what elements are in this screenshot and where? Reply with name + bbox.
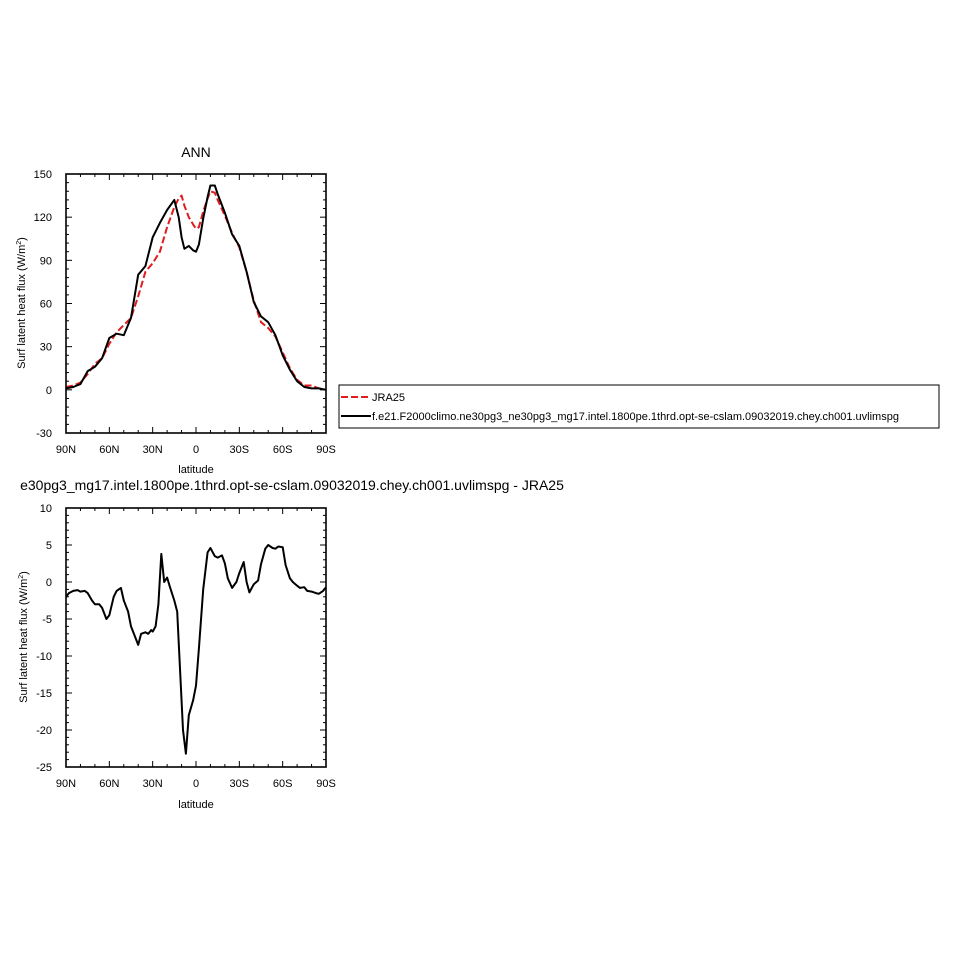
top-y-tick-label: 60 (40, 299, 52, 311)
bottom-x-tick-label: 90S (316, 778, 336, 790)
top-x-tick-label: 30S (230, 444, 250, 456)
panel-top: ANN 90N 60N 30N 0 30S 60S 90S-300306090120150 … (16, 144, 336, 476)
legend: JRA25 f.e21.F2000climo.ne30pg3_ne30pg3_m… (338, 384, 940, 429)
bottom-y-tick-label: 0 (46, 577, 52, 589)
bottom-x-tick-label: 30N (143, 778, 163, 790)
top-y-tick-label: 30 (40, 342, 52, 354)
bottom-y-tick-label: -15 (36, 688, 52, 700)
bottom-y-tick-label: -5 (42, 614, 52, 626)
bottom-x-tick-label: 0 (193, 778, 199, 790)
top-ticks: 90N 60N 30N 0 30S 60S 90S -30 0 30 60 90 120 150 (34, 169, 336, 456)
top-x-tick-label: 90N (56, 444, 76, 456)
top-series-line-1 (65, 184, 327, 391)
bottom-y-axis-label: Surf latent heat flux (W/m2) (18, 571, 30, 703)
top-title: ANN (181, 144, 211, 160)
top-y-axis-label: Surf latent heat flux (W/m2) (16, 237, 28, 369)
top-y-tick-label: -30 (36, 428, 52, 440)
bottom-ticks: 90N 60N 30N 0 30S 60S 90S -25 -20 -15 -10 -5 0 5 10 (36, 503, 336, 790)
top-x-tick-label: 90S (316, 444, 336, 456)
top-y-tick-label: 120 (34, 212, 52, 224)
bottom-series (65, 544, 327, 755)
bottom-y-tick-label: -10 (36, 651, 52, 663)
bottom-x-tick-label: 60S (273, 778, 293, 790)
top-x-tick-label: 60S (273, 444, 293, 456)
top-y-tick-label: 90 (40, 255, 52, 267)
top-x-tick-label: 60N (99, 444, 119, 456)
top-y-tick-label: 0 (46, 385, 52, 397)
bottom-x-axis-label: latitude (178, 799, 213, 811)
bottom-x-tick-label: 30S (230, 778, 250, 790)
top-plot-frame (65, 173, 327, 434)
bottom-y-tick-label: 10 (40, 503, 52, 515)
bottom-x-tick-label: 60N (99, 778, 119, 790)
top-x-tick-label: 30N (143, 444, 163, 456)
bottom-y-tick-label: -20 (36, 725, 52, 737)
top-series (65, 184, 327, 391)
bottom-x-tick-label: 90N (56, 778, 76, 790)
top-x-tick-label: 0 (193, 444, 199, 456)
bottom-title: e30pg3_mg17.intel.1800pe.1thrd.opt-se-cs… (20, 477, 564, 493)
legend-box (338, 384, 940, 429)
bottom-series-line-0 (65, 544, 327, 755)
top-y-tick-label: 150 (34, 169, 52, 181)
top-x-axis-label: latitude (178, 464, 213, 476)
legend-label-jra25: JRA25 (372, 392, 405, 404)
legend-label-model: f.e21.F2000climo.ne30pg3_ne30pg3_mg17.in… (372, 411, 899, 423)
top-series-line-0 (65, 190, 327, 391)
bottom-y-tick-label: -25 (36, 762, 52, 774)
bottom-plot-frame (65, 507, 327, 768)
panel-bottom: e30pg3_mg17.intel.1800pe.1thrd.opt-se-cs… (18, 477, 564, 811)
bottom-y-tick-label: 5 (46, 540, 52, 552)
